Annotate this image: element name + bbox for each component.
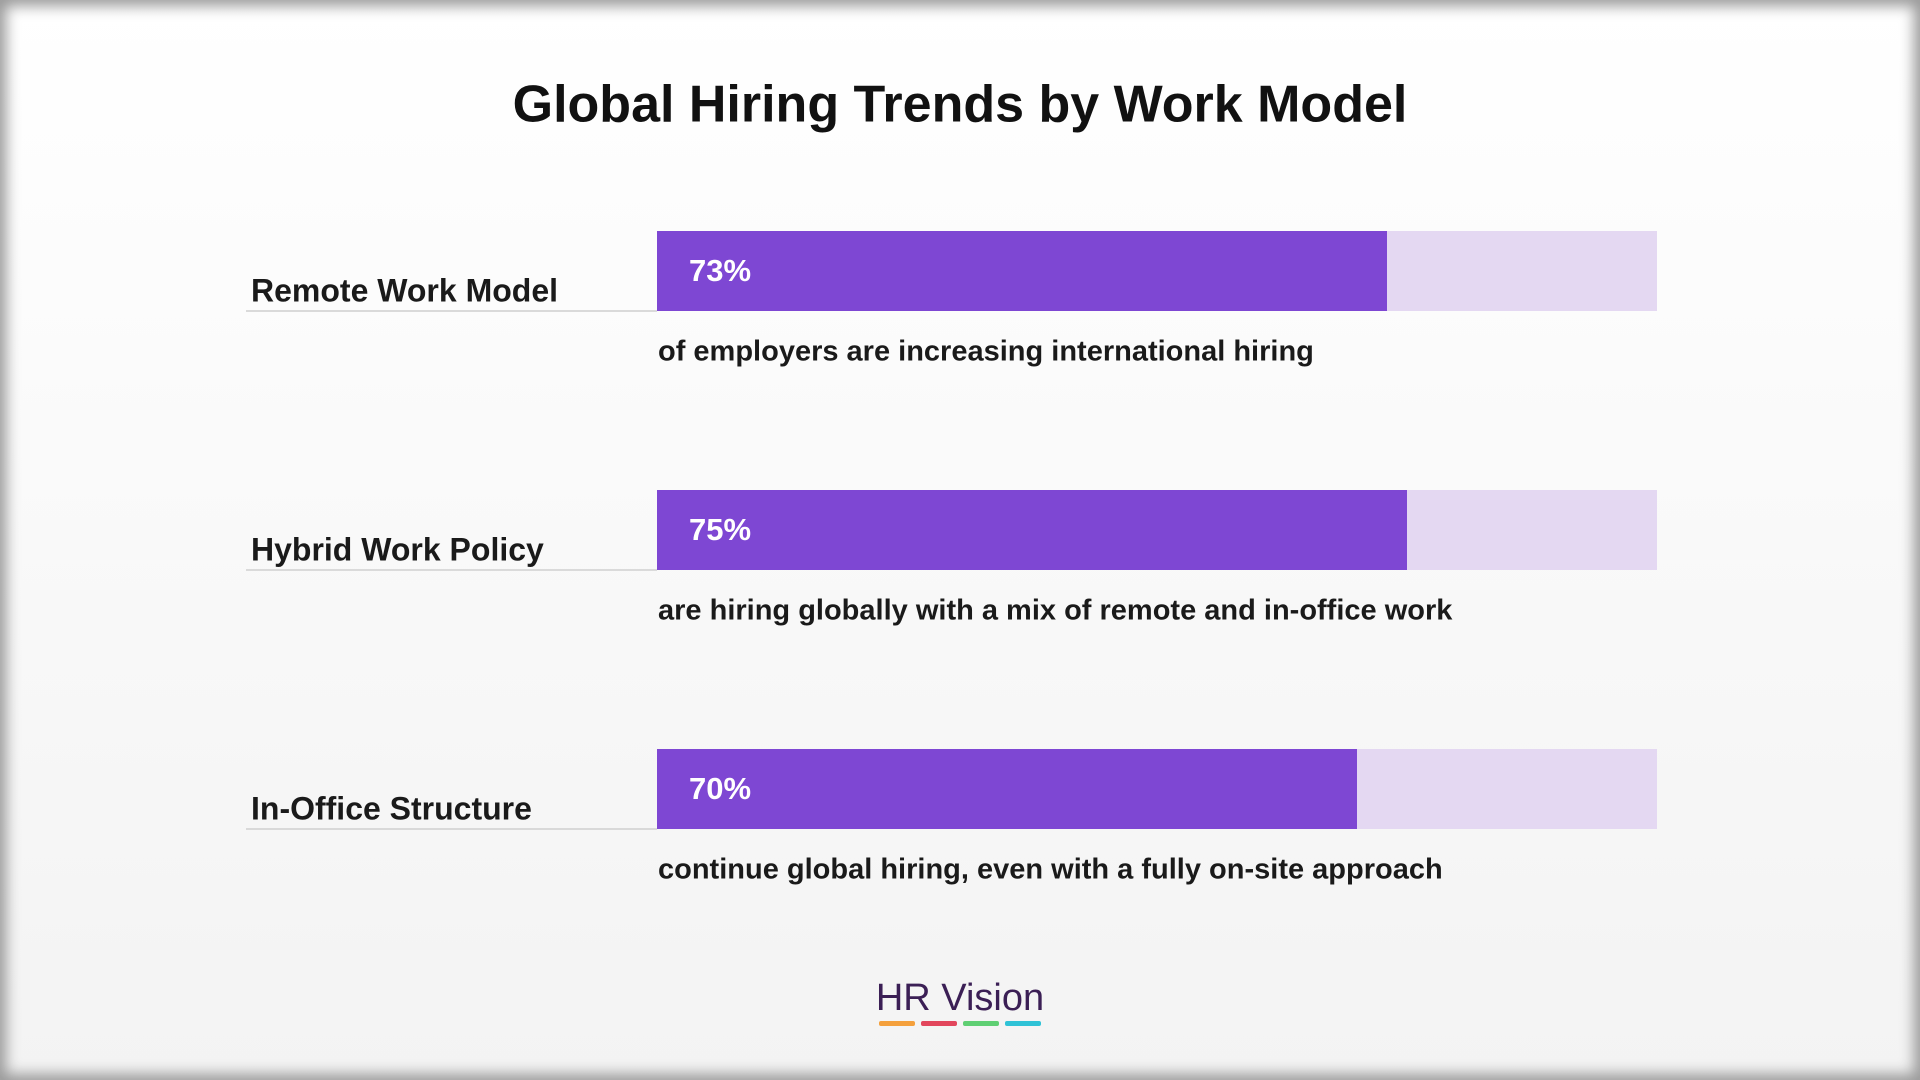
logo-dash xyxy=(1005,1021,1041,1026)
category-label: Hybrid Work Policy xyxy=(251,531,544,567)
value-label: 73% xyxy=(689,253,751,288)
category-label: In-Office Structure xyxy=(251,790,532,826)
bar xyxy=(657,490,1407,570)
description: continue global hiring, even with a full… xyxy=(658,854,1443,886)
bar xyxy=(657,749,1357,829)
description: are hiring globally with a mix of remote… xyxy=(658,595,1453,627)
logo-dash xyxy=(879,1021,915,1026)
chart-title: Global Hiring Trends by Work Model xyxy=(513,76,1408,134)
value-label: 75% xyxy=(689,512,751,547)
brand-underline xyxy=(879,1021,1041,1026)
category-label: Remote Work Model xyxy=(251,272,558,308)
logo-dash xyxy=(963,1021,999,1026)
value-label: 70% xyxy=(689,771,751,806)
logo-dash xyxy=(921,1021,957,1026)
bar xyxy=(657,231,1387,311)
brand-logo: HR Vision xyxy=(876,977,1044,1019)
description: of employers are increasing internationa… xyxy=(658,336,1314,368)
